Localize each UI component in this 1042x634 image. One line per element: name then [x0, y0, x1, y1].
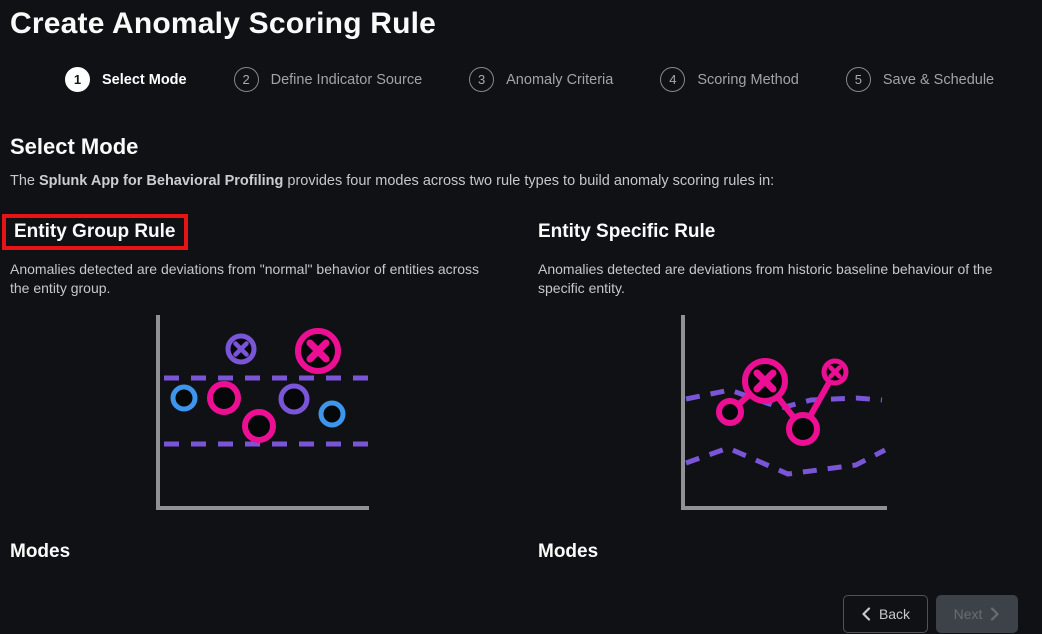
pink-entity-dot	[206, 381, 241, 415]
page-title: Create Anomaly Scoring Rule	[10, 7, 437, 40]
timeline-anomalies-illustration	[680, 315, 887, 510]
rule-type-columns: Entity Group Rule Anomalies detected are…	[2, 213, 1028, 563]
step-select-mode[interactable]: 1 Select Mode	[65, 67, 187, 92]
create-anomaly-scoring-rule-page: Create Anomaly Scoring Rule 1 Select Mod…	[0, 6, 1042, 634]
pink-entity-dot	[241, 409, 276, 443]
blue-entity-dot	[318, 400, 345, 428]
section-heading: Select Mode	[10, 134, 139, 159]
entity-specific-rule-title: Entity Specific Rule	[538, 221, 716, 242]
chevron-left-icon	[861, 607, 871, 621]
step-scoring-method[interactable]: 4 Scoring Method	[660, 67, 799, 92]
step-save-schedule[interactable]: 5 Save & Schedule	[845, 67, 995, 92]
intro-prefix: The	[10, 173, 40, 189]
section-intro: The Splunk App for Behavioral Profiling …	[10, 173, 1042, 189]
pink-anomaly-x-marker	[741, 358, 788, 404]
entity-group-rule-title: Entity Group Rule	[14, 221, 176, 242]
intro-suffix: provides four modes across two rule type…	[283, 173, 775, 189]
step-define-indicator-source[interactable]: 2 Define Indicator Source	[233, 67, 423, 92]
lower-baseline-dashed-line	[684, 445, 886, 477]
step-5-circle: 5	[845, 67, 871, 92]
back-button-label: Back	[878, 606, 911, 622]
wizard-footer: Back Next	[843, 595, 1018, 633]
entity-specific-rule-description: Anomalies detected are deviations from h…	[538, 261, 993, 296]
scatter-anomalies-illustration	[155, 315, 369, 510]
step-3-label: Anomaly Criteria	[506, 71, 614, 88]
step-4-circle: 4	[660, 67, 686, 92]
step-1-label: Select Mode	[102, 71, 187, 88]
purple-anomaly-x-marker	[225, 333, 256, 365]
entity-group-rule-description: Anomalies detected are deviations from "…	[10, 261, 480, 296]
next-button-label: Next	[953, 606, 983, 622]
entity-group-rule-card: Entity Group Rule Anomalies detected are…	[2, 213, 506, 563]
step-1-circle: 1	[65, 67, 90, 92]
entity-specific-illustration-wrap	[538, 312, 1028, 514]
next-button[interactable]: Next	[936, 595, 1018, 633]
wizard-stepper: 1 Select Mode 2 Define Indicator Source …	[65, 67, 1042, 92]
pink-entity-dot	[785, 412, 820, 446]
step-2-circle: 2	[233, 67, 259, 92]
entity-specific-rule-title-row: Entity Specific Rule	[538, 213, 1028, 251]
step-4-label: Scoring Method	[697, 71, 799, 88]
step-5-label: Save & Schedule	[882, 71, 995, 88]
intro-app-name: Splunk App for Behavioral Profiling	[39, 173, 284, 189]
entity-specific-rule-card: Entity Specific Rule Anomalies detected …	[538, 213, 1028, 563]
chart-axes	[155, 315, 369, 510]
back-button[interactable]: Back	[843, 595, 928, 633]
upper-baseline-dashed-line	[684, 387, 882, 411]
pink-anomaly-x-marker	[821, 358, 848, 386]
entity-group-modes-heading: Modes	[10, 541, 71, 562]
step-2-label: Define Indicator Source	[270, 71, 423, 88]
chart-axes	[680, 315, 887, 510]
pink-anomaly-x-marker	[294, 328, 341, 374]
step-anomaly-criteria[interactable]: 3 Anomaly Criteria	[469, 67, 613, 92]
entity-group-illustration-wrap	[10, 312, 506, 514]
pink-entity-dot	[715, 398, 744, 426]
entity-group-rule-title-row: Entity Group Rule	[2, 213, 506, 251]
highlight-annotation-box: Entity Group Rule	[2, 214, 188, 250]
blue-entity-dot	[170, 384, 197, 412]
purple-entity-dot	[278, 383, 309, 415]
chevron-right-icon	[990, 607, 1000, 621]
entity-trend-line	[727, 370, 838, 435]
step-3-circle: 3	[469, 67, 495, 92]
entity-specific-modes-heading: Modes	[538, 541, 599, 562]
